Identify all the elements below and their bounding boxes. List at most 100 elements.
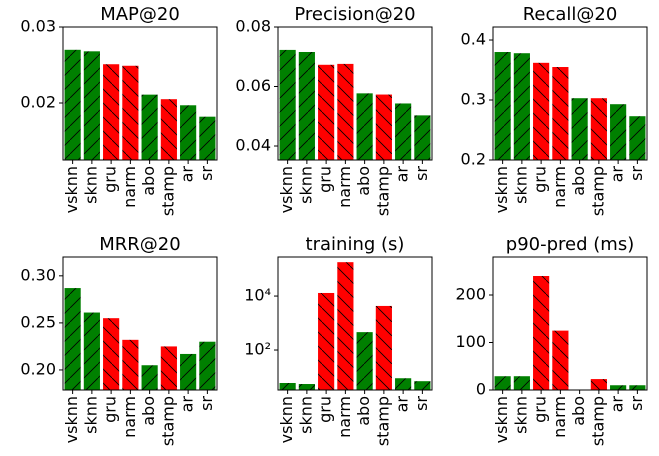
- y-tick-label: 10⁴: [244, 286, 271, 305]
- subplot-title: Precision@20: [294, 4, 415, 25]
- bar: [141, 94, 158, 160]
- x-tick-label: abo: [354, 396, 373, 426]
- bar: [533, 62, 550, 160]
- x-tick-label: sr: [197, 396, 216, 411]
- y-tick-label: 0.4: [461, 30, 486, 49]
- x-tick-label: sr: [197, 166, 216, 181]
- y-tick-label: 0.03: [20, 17, 56, 36]
- bar: [552, 330, 569, 390]
- x-tick-label: narm: [120, 396, 139, 438]
- bar: [122, 339, 139, 390]
- subplot-title: p90-pred (ms): [506, 234, 634, 255]
- bar: [590, 379, 607, 390]
- bar: [199, 116, 216, 160]
- plot-frame: [492, 26, 648, 161]
- x-tick-label: gru: [101, 166, 120, 193]
- bar: [279, 382, 296, 390]
- subplot: Recall@20 vsknn sknn gru narm abo stamp ar sr 0.2…: [461, 4, 648, 216]
- bar: [103, 64, 120, 160]
- subplot-title: MAP@20: [100, 4, 180, 25]
- bar: [356, 332, 373, 390]
- x-tick-label: gru: [316, 396, 335, 423]
- bar: [337, 262, 354, 390]
- bar: [610, 104, 627, 160]
- bar: [298, 51, 315, 161]
- x-tick-label: narm: [550, 166, 569, 208]
- x-tick-label: vsknn: [492, 166, 511, 213]
- bar: [414, 381, 431, 390]
- x-tick-label: ar: [608, 166, 627, 183]
- bar: [83, 51, 100, 160]
- bar: [180, 353, 197, 390]
- x-tick-label: ar: [608, 396, 627, 413]
- y-tick-label: 10²: [244, 340, 271, 359]
- x-tick-label: vsknn: [277, 166, 296, 213]
- bar: [160, 346, 177, 390]
- y-tick-label: 0.20: [20, 359, 56, 378]
- x-tick-label: vsknn: [62, 166, 81, 213]
- bar: [318, 64, 335, 160]
- bar: [610, 385, 627, 390]
- bar: [395, 103, 412, 160]
- x-tick-label: vsknn: [62, 396, 81, 443]
- x-tick-label: vsknn: [492, 396, 511, 443]
- x-tick-label: gru: [101, 396, 120, 423]
- y-tick-label: 0.30: [20, 265, 56, 284]
- x-tick-label: abo: [354, 166, 373, 196]
- x-tick-label: stamp: [588, 166, 607, 216]
- bar: [629, 385, 646, 390]
- x-tick-label: sknn: [81, 396, 100, 434]
- bar: [414, 115, 431, 160]
- bar: [375, 305, 392, 390]
- y-tick-label: 0.25: [20, 312, 56, 331]
- bar: [141, 365, 158, 390]
- bar: [279, 49, 296, 160]
- bar: [160, 99, 177, 160]
- y-tick-label: 0.02: [20, 93, 56, 112]
- subplot: training (s) vsknn sknn gru narm abo stamp ar sr…: [244, 234, 433, 446]
- x-tick-label: ar: [393, 166, 412, 183]
- x-tick-label: sknn: [296, 396, 315, 434]
- plot-frame: [277, 26, 433, 161]
- bar: [494, 52, 511, 161]
- bar: [122, 65, 139, 160]
- x-tick-label: sr: [627, 396, 646, 411]
- bar: [356, 93, 373, 160]
- x-tick-label: stamp: [158, 396, 177, 446]
- plot-frame: [62, 26, 218, 161]
- bar: [395, 378, 412, 390]
- x-tick-label: narm: [335, 166, 354, 208]
- bar: [64, 288, 81, 390]
- x-tick-label: vsknn: [277, 396, 296, 443]
- x-tick-label: ar: [393, 396, 412, 413]
- bar: [103, 318, 120, 390]
- x-tick-label: gru: [316, 166, 335, 193]
- plot-frame: [277, 256, 433, 391]
- subplot-title: Recall@20: [523, 4, 618, 25]
- x-tick-label: sr: [412, 396, 431, 411]
- bar: [83, 312, 100, 390]
- y-tick-label: 100: [455, 332, 486, 351]
- bar: [64, 49, 81, 160]
- bar: [337, 63, 354, 161]
- plot-frame: [62, 256, 218, 391]
- x-tick-label: abo: [569, 396, 588, 426]
- subplot: MRR@20 vsknn sknn gru narm abo stamp ar sr 0.20 0.…: [20, 234, 218, 446]
- x-tick-label: gru: [531, 166, 550, 193]
- subplot-title: MRR@20: [99, 234, 180, 255]
- x-tick-label: sknn: [296, 166, 315, 204]
- x-tick-label: stamp: [373, 396, 392, 446]
- bar: [375, 94, 392, 160]
- bar: [180, 105, 197, 160]
- x-tick-label: ar: [178, 166, 197, 183]
- bar: [199, 341, 216, 390]
- x-tick-label: narm: [335, 396, 354, 438]
- y-tick-label: 200: [455, 285, 486, 304]
- plot-frame: [492, 256, 648, 391]
- x-tick-label: narm: [120, 166, 139, 208]
- bar: [318, 292, 335, 390]
- subplot-title: training (s): [306, 234, 405, 255]
- y-tick-label: 0.2: [461, 150, 486, 169]
- y-tick-label: 0.3: [461, 90, 486, 109]
